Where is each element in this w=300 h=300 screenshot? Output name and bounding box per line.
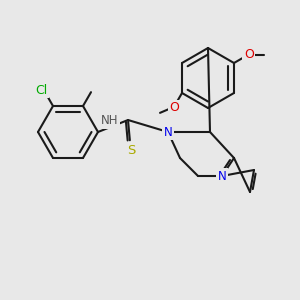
Text: N: N [164, 125, 172, 139]
Text: S: S [127, 143, 135, 157]
Text: N: N [218, 169, 226, 182]
Text: Cl: Cl [35, 84, 47, 97]
Text: NH: NH [101, 115, 119, 128]
Text: O: O [244, 49, 254, 62]
Text: O: O [169, 101, 179, 114]
